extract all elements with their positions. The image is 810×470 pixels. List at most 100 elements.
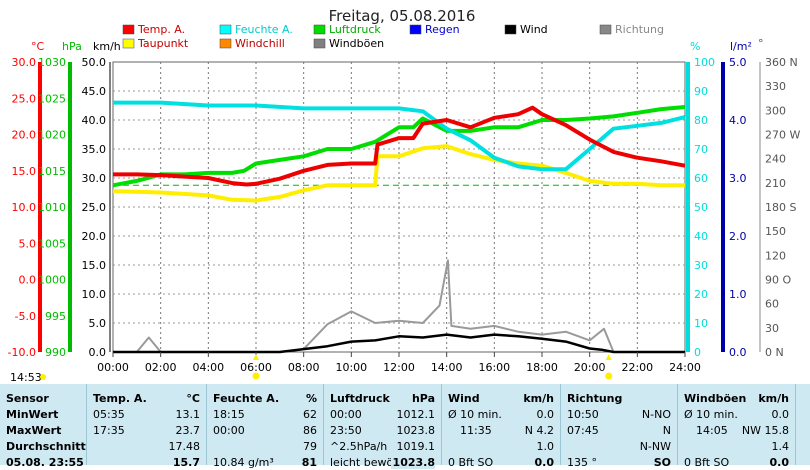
footer-time: 14:53 — [10, 371, 42, 384]
hum-abs: 10.84 g/m³ — [213, 456, 274, 469]
legend-label: Wind — [520, 23, 548, 36]
legend-label: Windchill — [235, 37, 285, 50]
x-tick-label: 06:00 — [240, 361, 272, 374]
wind-unit: km/h — [523, 392, 554, 405]
pressure-tick-label: 1025 — [38, 92, 66, 105]
direction-tick-label: 300 — [765, 104, 786, 117]
stats-col-pressure: Luftdruck hPa 00:00 1012.1 23:50 1023.8 ^2.… — [324, 384, 442, 469]
press-max-time: 23:50 — [330, 424, 362, 437]
gust-bft: 0 Bft SO — [684, 456, 730, 469]
series-line-feuchte-a- — [113, 100, 686, 172]
temp-tick-label: 5.0 — [19, 237, 37, 250]
wind-tick-label: 20.0 — [82, 230, 107, 243]
pressure-tick-label: 995 — [45, 310, 66, 323]
wind-current: 0.0 — [534, 456, 555, 469]
legend-swatch — [122, 24, 135, 35]
stats-col-temp: Temp. A. °C 05:35 13.1 17:35 23.7 17.48 15.… — [87, 384, 207, 469]
weather-chart: Freitag, 05.08.2016 Temp. A. Feuchte A. Lu… — [8, 7, 801, 380]
gust-min-value: 0.0 — [771, 408, 790, 421]
hum-max-time: 00:00 — [213, 424, 245, 437]
direction-tick-label: 150 — [765, 225, 786, 238]
legend-label: Temp. A. — [137, 23, 185, 36]
humidity-tick-label: 90 — [694, 85, 708, 98]
humidity-tick-label: 20 — [694, 288, 708, 301]
hum-unit: % — [305, 392, 317, 405]
series-line-wind — [113, 333, 685, 354]
legend-swatch — [122, 38, 135, 49]
legend-swatch — [219, 38, 232, 49]
gust-max-value: NW 15.8 — [741, 424, 789, 437]
sun-marker-arrow — [605, 354, 612, 360]
dir-current: SO — [653, 456, 671, 469]
direction-tick-label: 270 W — [765, 129, 800, 142]
press-max-value: 1023.8 — [396, 424, 436, 437]
gust-avg: 1.4 — [771, 440, 790, 453]
direction-tick-label: 60 — [765, 298, 779, 311]
humidity-tick-label: 100 — [694, 56, 715, 69]
dir-header: Richtung — [567, 392, 623, 405]
stats-col-gust: Windböen km/h Ø 10 min. 0.0 14:05 NW 15.8 1… — [678, 384, 796, 469]
max-label: MaxWert — [6, 424, 62, 437]
humidity-tick-label: 60 — [694, 172, 708, 185]
x-tick-label: 10:00 — [335, 361, 367, 374]
grid — [113, 62, 685, 352]
press-min-value: 1012.1 — [396, 408, 436, 421]
rain-tick-label: 4.0 — [729, 114, 747, 127]
legend-swatch — [219, 24, 232, 35]
x-axis: 00:00 02:00 04:00 06:00 08:00 10:00 12:00 14:00… — [97, 352, 701, 380]
series-line-taupunkt — [112, 144, 685, 203]
legend-label: Taupunkt — [137, 37, 189, 50]
x-tick-label: 04:00 — [192, 361, 224, 374]
pressure-tick-label: 990 — [45, 346, 66, 359]
legend-label: Richtung — [615, 23, 664, 36]
chart-title: Freitag, 05.08.2016 — [329, 7, 476, 25]
dir-max-time: 07:45 — [567, 424, 599, 437]
stats-col-direction: Richtung 10:50 N-NO 07:45 N N-NW 135 ° SO — [561, 384, 678, 469]
axes: 30.025.020.015.010.05.00.0-5.0-10.0°C103… — [8, 37, 801, 359]
legend-label: Luftdruck — [329, 23, 381, 36]
direction-tick-label: 30 — [765, 322, 779, 335]
rain-tick-label: 3.0 — [729, 172, 747, 185]
direction-tick-label: 120 — [765, 249, 786, 262]
temp-header: Temp. A. — [93, 392, 147, 405]
gust-min-label: Ø 10 min. — [684, 408, 738, 421]
stats-col-sensor: Sensor MinWert MaxWert Durchschnitt 05.0… — [0, 384, 87, 469]
temp-tick-label: 20.0 — [12, 129, 37, 142]
rain-unit-label: l/m² — [730, 40, 752, 53]
wind-min-value: 0.0 — [536, 408, 555, 421]
wind-tick-label: 35.0 — [82, 143, 107, 156]
temp-min-time: 05:35 — [93, 408, 125, 421]
sun-marker — [252, 372, 260, 380]
temp-tick-label: 15.0 — [12, 165, 37, 178]
pressure-tick-label: 1005 — [38, 237, 66, 250]
hum-avg: 79 — [303, 440, 317, 453]
pressure-tick-label: 1030 — [38, 56, 66, 69]
temp-max-time: 17:35 — [93, 424, 125, 437]
press-current: 1023.8 — [390, 456, 435, 469]
x-tick-label: 20:00 — [574, 361, 606, 374]
dir-max-value: N — [662, 424, 671, 437]
x-tick-label: 14:00 — [431, 361, 463, 374]
wind-tick-label: 15.0 — [82, 259, 107, 272]
footer-sun-dot — [40, 374, 46, 380]
wind-tick-label: 0.0 — [89, 346, 107, 359]
press-header: Luftdruck — [330, 392, 390, 405]
dir-degrees: 135 ° — [567, 456, 597, 469]
series-line-luftdruck — [112, 105, 686, 188]
direction-tick-label: 90 O — [765, 274, 791, 287]
direction-tick-label: 0 N — [765, 346, 784, 359]
gust-max-time: 14:05 — [696, 424, 728, 437]
stats-panel: Sensor MinWert MaxWert Durchschnitt 05.0… — [0, 384, 810, 469]
pressure-tick-label: 1000 — [38, 274, 66, 287]
dir-min-time: 10:50 — [567, 408, 599, 421]
humidity-tick-label: 50 — [694, 201, 708, 214]
press-trend: ^2.5hPa/h — [330, 440, 388, 453]
humidity-tick-label: 80 — [694, 114, 708, 127]
x-tick-label: 08:00 — [288, 361, 320, 374]
temp-avg: 17.48 — [168, 440, 201, 453]
wind-max-value: N 4.2 — [524, 424, 554, 437]
temp-tick-label: 10.0 — [12, 201, 37, 214]
direction-tick-label: 240 — [765, 153, 786, 166]
sun-marker — [605, 372, 613, 380]
humidity-tick-label: 30 — [694, 259, 708, 272]
